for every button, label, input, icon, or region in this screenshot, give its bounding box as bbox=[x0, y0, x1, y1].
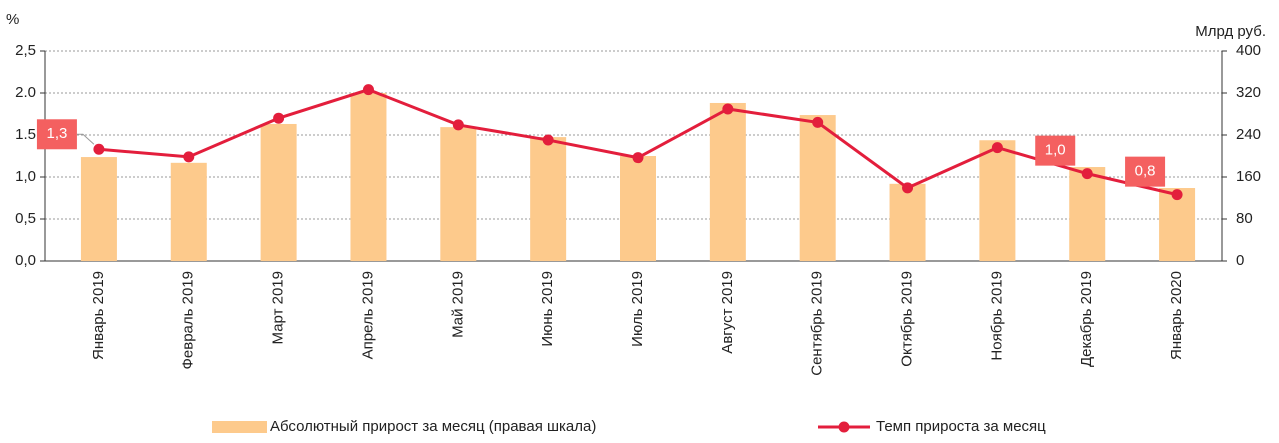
point bbox=[93, 143, 105, 155]
y2-tick-label: 320 bbox=[1236, 84, 1261, 101]
point bbox=[273, 112, 285, 124]
bar bbox=[350, 93, 387, 261]
bar bbox=[979, 140, 1016, 261]
bar bbox=[530, 137, 567, 261]
label-box bbox=[36, 119, 77, 150]
point bbox=[452, 119, 464, 131]
bar bbox=[1069, 167, 1106, 261]
y2-tick-label: 400 bbox=[1236, 42, 1261, 59]
legend-swatch bbox=[212, 421, 267, 433]
x-tick-label: Июнь 2019 bbox=[539, 271, 556, 347]
x-tick-label: Апрель 2019 bbox=[359, 271, 376, 359]
point bbox=[991, 142, 1003, 154]
y2-unit: Млрд руб. bbox=[1195, 23, 1266, 40]
bar bbox=[260, 123, 297, 261]
point bbox=[722, 103, 734, 115]
point bbox=[812, 116, 824, 128]
x-tick-label: Февраль 2019 bbox=[180, 271, 197, 370]
y-tick-label: 1.5 bbox=[15, 126, 36, 143]
y-unit: % bbox=[6, 11, 19, 28]
y-tick-label: 0,5 bbox=[15, 210, 36, 227]
bar bbox=[709, 102, 746, 261]
y-tick-label: 1,0 bbox=[15, 168, 36, 185]
point bbox=[1081, 168, 1093, 180]
data-label: 1,0 bbox=[1045, 142, 1066, 159]
bar bbox=[440, 127, 477, 261]
legend-label: Темп прироста за месяц bbox=[876, 418, 1046, 435]
data-label: 0,8 bbox=[1135, 163, 1156, 180]
bar bbox=[889, 183, 926, 261]
bar bbox=[620, 156, 656, 261]
y-tick-label: 2,5 bbox=[15, 42, 36, 59]
label-box bbox=[1125, 156, 1166, 187]
x-tick-label: Август 2019 bbox=[719, 271, 736, 354]
label-leader bbox=[76, 133, 95, 145]
x-tick-label: Январь 2020 bbox=[1168, 271, 1185, 360]
y-tick-label: 0,0 bbox=[15, 252, 36, 269]
y2-tick-label: 0 bbox=[1236, 252, 1244, 269]
bar bbox=[80, 157, 117, 261]
x-tick-label: Май 2019 bbox=[449, 271, 466, 338]
point bbox=[542, 134, 554, 146]
x-tick-label: Сентябрь 2019 bbox=[809, 271, 826, 376]
legend-label: Абсолютный прирост за месяц (правая шкал… bbox=[270, 418, 596, 435]
y2-tick-label: 240 bbox=[1236, 126, 1261, 143]
bar bbox=[170, 162, 207, 261]
y-tick-label: 2.0 bbox=[15, 84, 36, 101]
label-box bbox=[1035, 135, 1076, 166]
x-tick-label: Июль 2019 bbox=[629, 271, 646, 347]
point bbox=[1171, 189, 1183, 201]
point bbox=[183, 151, 195, 163]
legend-swatch bbox=[838, 421, 850, 433]
point bbox=[362, 84, 374, 96]
x-tick-label: Октябрь 2019 bbox=[899, 271, 916, 367]
data-label: 1,3 bbox=[46, 125, 67, 142]
x-tick-label: Январь 2019 bbox=[90, 271, 107, 360]
point bbox=[902, 182, 914, 194]
point bbox=[632, 152, 644, 164]
x-tick-label: Декабрь 2019 bbox=[1078, 271, 1095, 367]
bar bbox=[799, 115, 836, 261]
x-tick-label: Март 2019 bbox=[270, 271, 287, 344]
bar bbox=[1159, 188, 1196, 261]
y2-tick-label: 80 bbox=[1236, 210, 1253, 227]
y2-tick-label: 160 bbox=[1236, 168, 1261, 185]
x-tick-label: Ноябрь 2019 bbox=[988, 271, 1005, 361]
